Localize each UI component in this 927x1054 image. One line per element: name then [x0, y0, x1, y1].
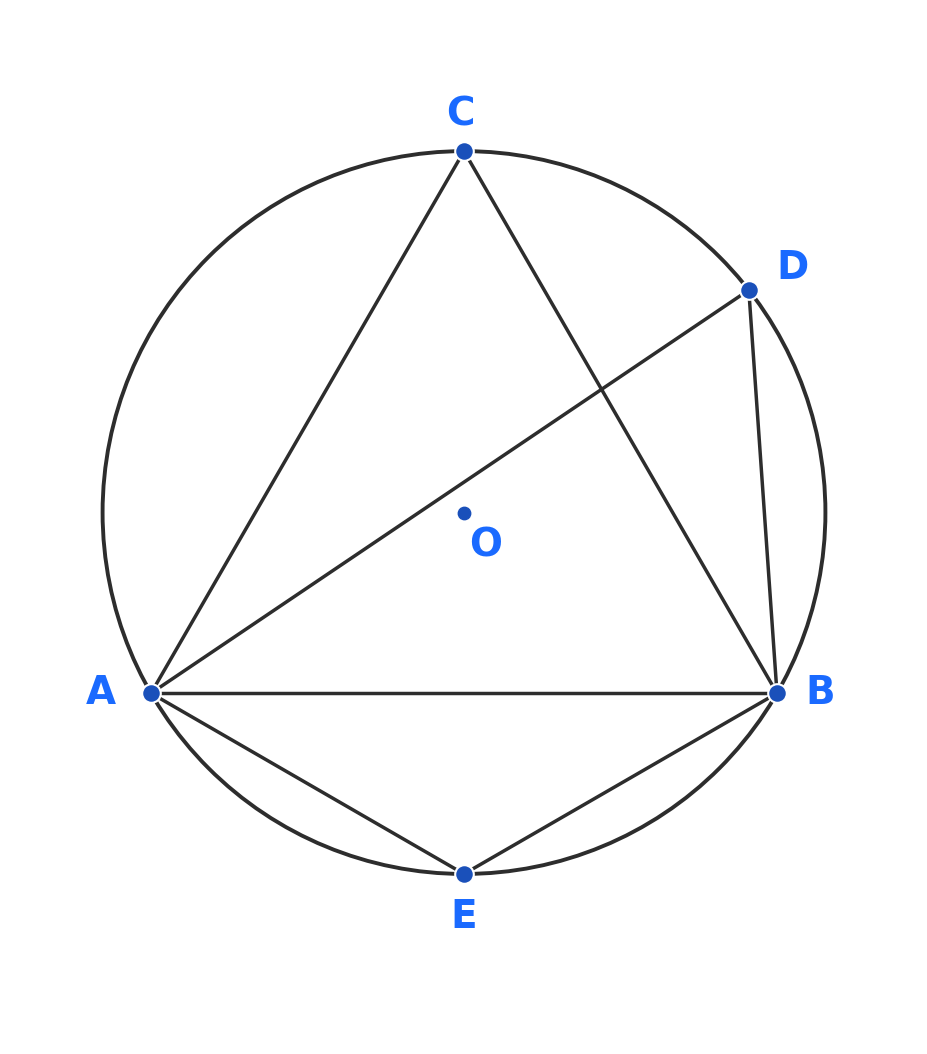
- Text: A: A: [85, 675, 115, 713]
- Point: [144, 685, 159, 702]
- Point: [456, 504, 471, 521]
- Text: O: O: [469, 526, 502, 564]
- Text: E: E: [451, 898, 476, 936]
- Point: [741, 281, 756, 298]
- Text: C: C: [446, 96, 474, 134]
- Point: [456, 142, 471, 159]
- Point: [768, 685, 783, 702]
- Point: [456, 865, 471, 882]
- Text: B: B: [805, 675, 834, 713]
- Text: D: D: [775, 250, 807, 288]
